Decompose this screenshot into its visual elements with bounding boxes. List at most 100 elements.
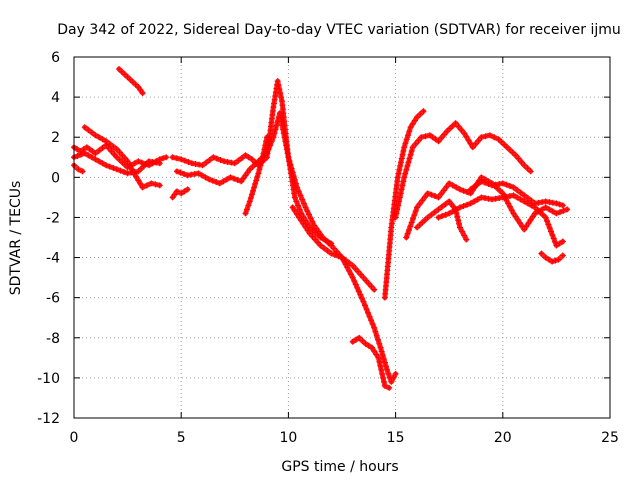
- data-point: [422, 216, 429, 223]
- data-point: [438, 134, 445, 141]
- data-point: [254, 173, 261, 180]
- data-point: [414, 224, 421, 231]
- data-point: [349, 262, 356, 269]
- data-point: [159, 155, 166, 162]
- data-point: [463, 133, 470, 140]
- data-point: [198, 172, 205, 179]
- data-point: [149, 158, 156, 165]
- data-point: [243, 206, 250, 213]
- data-point: [419, 197, 426, 204]
- data-point: [545, 221, 552, 228]
- data-point: [467, 140, 474, 147]
- data-point: [363, 277, 370, 284]
- data-point: [256, 166, 263, 173]
- data-point: [246, 198, 253, 205]
- data-point: [156, 182, 163, 189]
- data-point: [409, 144, 416, 151]
- data-point: [220, 178, 227, 185]
- data-point: [361, 302, 368, 309]
- data-point: [371, 286, 378, 293]
- data-point: [99, 136, 106, 143]
- data-point: [514, 216, 521, 223]
- data-point: [444, 128, 451, 135]
- data-point: [359, 337, 366, 344]
- data-point: [272, 126, 279, 133]
- data-point: [492, 181, 499, 188]
- data-point: [422, 133, 429, 140]
- data-point: [317, 242, 324, 249]
- data-point: [431, 209, 438, 216]
- data-point: [173, 168, 180, 175]
- data-point: [352, 336, 359, 343]
- data-point: [499, 180, 506, 187]
- data-point: [317, 231, 324, 238]
- data-point: [521, 162, 528, 169]
- data-point: [549, 231, 556, 238]
- data-point: [469, 144, 476, 151]
- data-point: [244, 169, 251, 176]
- data-point: [559, 238, 566, 245]
- y-tick-label: -2: [46, 210, 60, 226]
- data-point: [548, 228, 555, 235]
- data-point: [404, 230, 411, 237]
- data-point: [454, 213, 461, 220]
- data-point: [356, 334, 363, 341]
- data-point: [395, 170, 402, 177]
- data-point: [111, 151, 118, 158]
- data-point: [525, 220, 532, 227]
- data-point: [127, 76, 134, 83]
- data-point: [510, 210, 517, 217]
- data-point: [191, 170, 198, 177]
- data-point: [402, 170, 409, 177]
- data-point: [81, 124, 88, 131]
- data-point: [276, 86, 283, 93]
- data-point: [380, 355, 387, 362]
- data-point: [255, 170, 262, 177]
- data-point: [365, 280, 372, 287]
- data-point: [550, 235, 557, 242]
- data-point: [382, 363, 389, 370]
- data-point: [131, 160, 138, 167]
- data-point: [527, 216, 534, 223]
- data-point: [564, 206, 571, 213]
- data-point: [474, 181, 481, 188]
- data-point: [88, 129, 95, 136]
- data-point: [379, 352, 386, 359]
- data-point: [92, 156, 99, 163]
- data-point: [210, 154, 217, 161]
- series-track-18: [538, 250, 566, 265]
- data-point: [379, 370, 386, 377]
- data-point: [414, 114, 421, 121]
- data-point: [553, 200, 560, 207]
- data-point: [300, 200, 307, 207]
- data-point: [206, 156, 213, 163]
- data-point: [392, 214, 399, 221]
- data-point: [422, 193, 429, 200]
- data-point: [169, 154, 176, 161]
- data-point: [328, 250, 335, 257]
- data-point: [505, 200, 512, 207]
- data-point: [357, 271, 364, 278]
- data-point: [146, 158, 153, 165]
- y-tick-label: -10: [37, 371, 60, 387]
- data-point: [280, 130, 287, 137]
- data-point: [349, 274, 356, 281]
- data-point: [456, 224, 463, 231]
- data-point: [542, 204, 549, 211]
- data-point: [247, 194, 254, 201]
- data-point: [371, 348, 378, 355]
- data-point: [306, 230, 313, 237]
- data-point: [365, 309, 372, 316]
- data-point: [405, 132, 412, 139]
- data-point: [143, 160, 150, 167]
- series-track-3: [71, 162, 86, 175]
- data-point: [173, 188, 180, 195]
- data-point: [99, 144, 106, 151]
- data-point: [238, 178, 245, 185]
- data-point: [277, 114, 284, 121]
- data-point: [368, 283, 375, 290]
- data-point: [544, 217, 551, 224]
- data-point: [472, 140, 479, 147]
- data-point: [553, 242, 560, 249]
- data-point: [497, 187, 504, 194]
